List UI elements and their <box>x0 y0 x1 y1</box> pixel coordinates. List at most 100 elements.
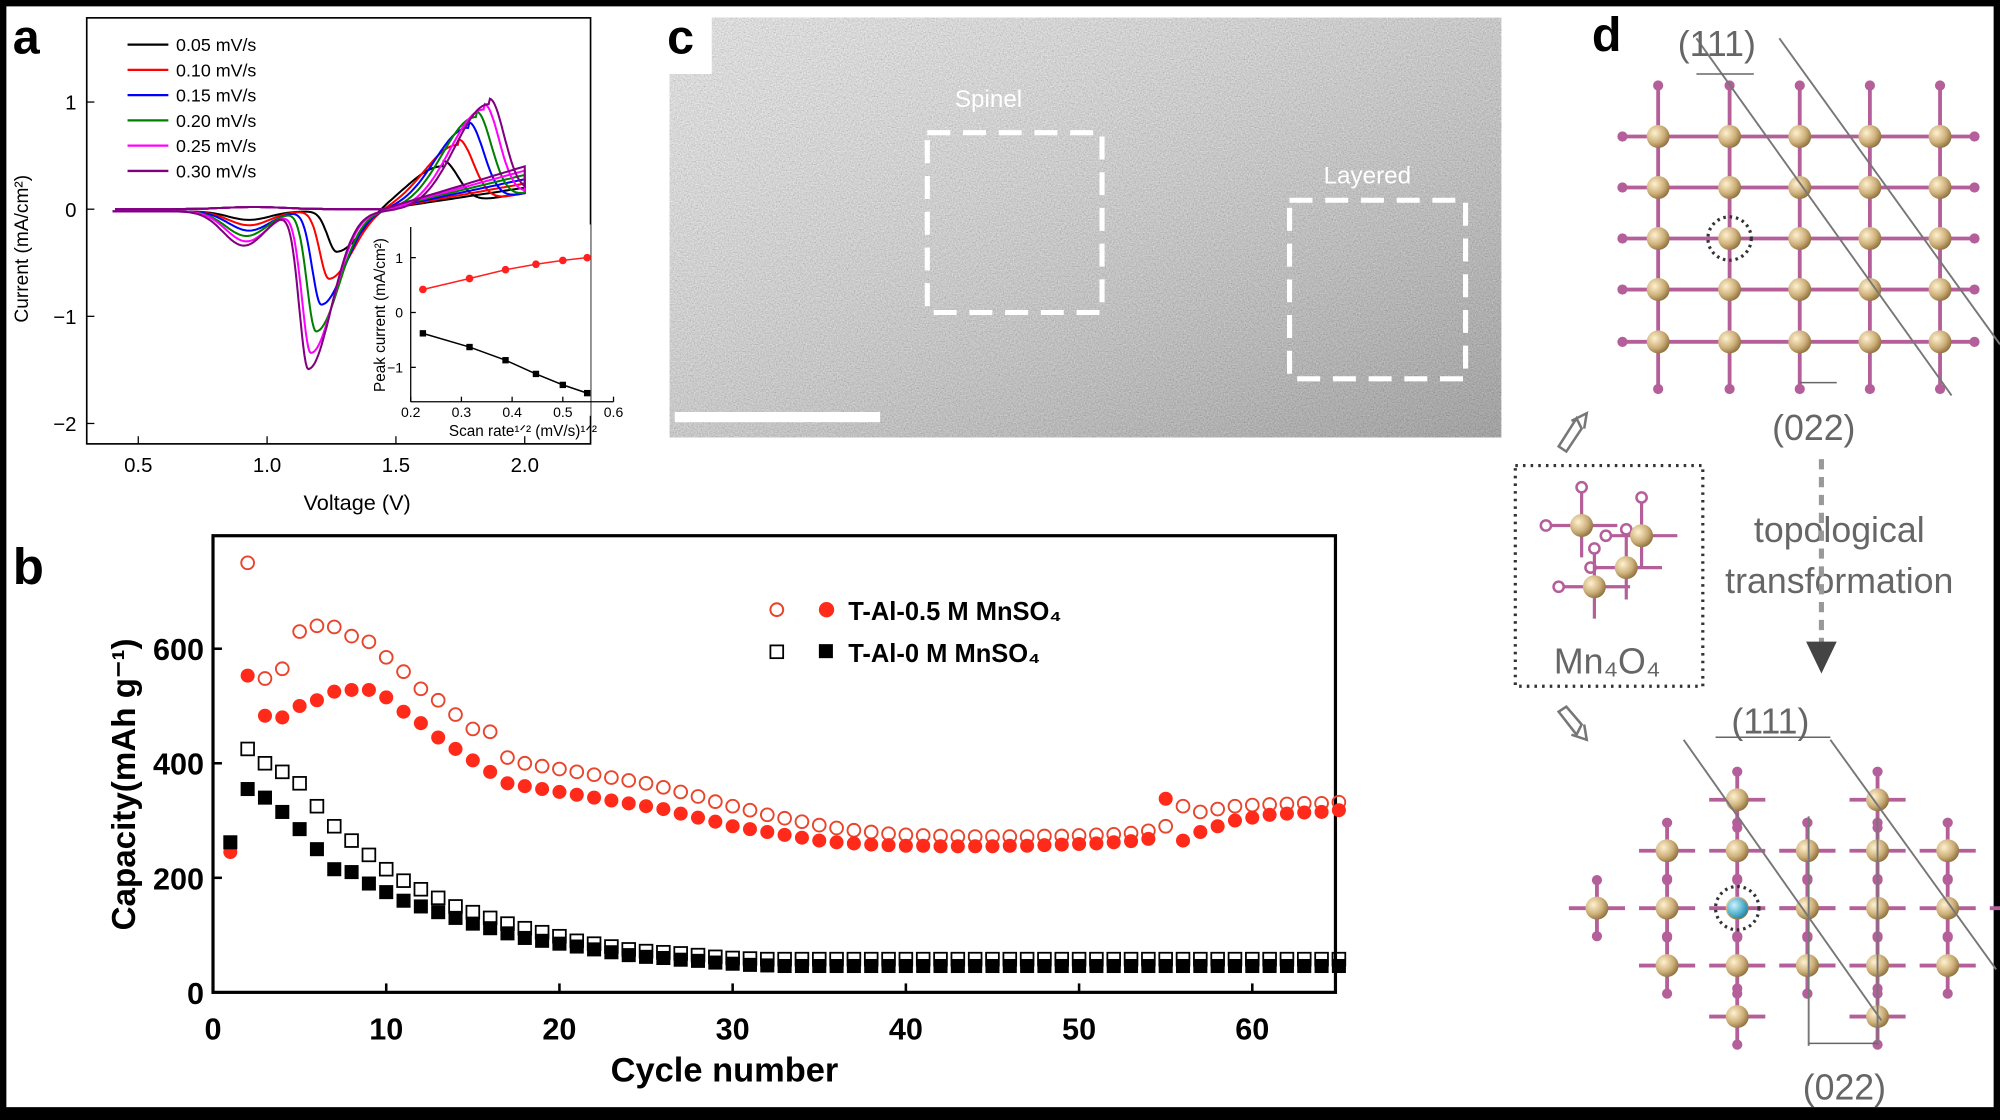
manganese-atom <box>1582 575 1606 599</box>
legend-marker-open-square <box>769 644 785 660</box>
data-point-open-circle <box>517 755 533 771</box>
x-tick-label: 1.5 <box>382 455 410 477</box>
manganese-atom <box>1928 330 1952 354</box>
data-point-filled-square <box>760 958 775 973</box>
oxygen-atom <box>1872 766 1883 777</box>
data-point-filled-square <box>950 958 965 974</box>
data-point-filled-square <box>1141 958 1156 974</box>
data-point-filled-circle <box>812 833 827 848</box>
manganese-atom <box>1858 176 1882 199</box>
data-point-filled-circle <box>517 779 532 794</box>
legend-label: 0.10 mV/s <box>176 60 256 80</box>
inset-fit-line <box>422 256 588 291</box>
oxygen-atom <box>1732 931 1743 942</box>
inset-point <box>559 381 567 389</box>
y-tick-label: 400 <box>153 748 204 782</box>
panel-label-d: d <box>1592 8 1622 62</box>
manganese-atom <box>1858 278 1882 302</box>
panel-b-legend: T-Al-0.5 M MnSO₄ T-Al-0 M MnSO₄ <box>769 598 1062 668</box>
inset-x-tick-label: 0.5 <box>553 404 573 420</box>
manganese-atom <box>1718 330 1742 354</box>
data-point-open-circle <box>413 681 429 697</box>
data-point-filled-circle <box>569 787 584 802</box>
data-point-filled-circle <box>587 790 602 805</box>
y-tick-label: 600 <box>153 633 204 667</box>
panel-label-c-background <box>664 12 712 74</box>
data-point-filled-square <box>483 921 498 936</box>
data-point-filled-square <box>292 822 307 837</box>
data-point-filled-circle <box>742 822 757 837</box>
oxygen-atom <box>1969 336 1980 347</box>
data-point-open-circle <box>309 618 325 634</box>
data-point-filled-square <box>656 950 671 965</box>
data-point-filled-square <box>552 936 567 951</box>
x-tick-label: 0.5 <box>124 455 152 477</box>
oxygen-atom <box>1794 383 1805 395</box>
legend-label-0.5M: T-Al-0.5 M MnSO₄ <box>848 598 1061 626</box>
data-point-filled-circle <box>240 668 255 683</box>
data-point-filled-square <box>673 952 688 967</box>
spinel-region-label: Spinel <box>955 86 1022 113</box>
data-point-filled-square <box>240 782 255 797</box>
inset-point <box>419 285 427 294</box>
spinel-region-box <box>924 130 1105 316</box>
data-point-filled-square <box>864 958 879 974</box>
data-point-filled-circle <box>327 684 342 699</box>
manganese-atom <box>1928 278 1952 302</box>
data-point-open-square <box>396 873 411 888</box>
manganese-atom <box>1788 124 1812 148</box>
data-point-filled-circle <box>725 819 740 834</box>
manganese-atom <box>1858 330 1882 354</box>
oxygen-atom <box>1617 284 1628 295</box>
data-point-filled-circle <box>1141 831 1156 846</box>
panel-a-y-axis-label: Current (mA/cm²) <box>12 175 33 323</box>
legend-label: 0.20 mV/s <box>176 111 256 131</box>
data-point-filled-circle <box>933 839 948 854</box>
data-point-filled-circle <box>1037 838 1052 853</box>
oxygen-atom <box>1802 988 1813 999</box>
inset-point <box>502 357 509 364</box>
oxygen-atom <box>1802 932 1813 943</box>
oxygen-atom <box>1802 817 1813 828</box>
data-point-filled-square <box>898 958 913 974</box>
data-point-open-circle <box>690 789 706 804</box>
manganese-atom <box>1646 278 1670 302</box>
data-point-filled-circle <box>794 830 809 845</box>
manganese-atom <box>1630 524 1654 548</box>
data-point-filled-square <box>587 942 602 957</box>
oxygen-atom <box>1942 874 1953 886</box>
manganese-atom <box>1585 896 1609 920</box>
inset-y-tick-label: 1 <box>395 250 403 266</box>
arrow-to-spinel-icon <box>1556 411 1589 454</box>
x-tick-label: 10 <box>369 1013 403 1047</box>
panel-a-cv-chart: a 0.5 1.0 1.5 2.0 1 0 −1 −2 0.05 mV/s 0.10 mV/s 0… <box>12 11 623 516</box>
manganese-atom <box>1646 330 1670 354</box>
oxygen-atom <box>1724 383 1735 395</box>
manganese-atom <box>1655 896 1679 920</box>
inset-y-tick-label: 0 <box>395 305 403 321</box>
oxygen-atom <box>1969 182 1980 193</box>
data-point-filled-square <box>448 910 463 925</box>
inset-point <box>532 260 540 269</box>
data-point-filled-circle <box>846 836 861 851</box>
data-point-filled-square <box>604 945 619 960</box>
data-point-filled-circle <box>448 741 463 756</box>
data-point-filled-circle <box>257 708 272 723</box>
data-point-filled-square <box>361 876 376 891</box>
data-point-filled-circle <box>1089 836 1104 851</box>
oxygen-atom <box>1732 766 1743 777</box>
data-point-filled-square <box>1227 958 1242 974</box>
oxygen-atom <box>1942 932 1953 943</box>
manganese-atom <box>1936 954 1960 978</box>
data-point-filled-square <box>1245 958 1260 974</box>
oxygen-atom <box>1942 817 1953 828</box>
oxygen-atom <box>1617 233 1628 244</box>
manganese-atom <box>1646 176 1670 199</box>
inset-point <box>419 330 427 337</box>
data-point-filled-square <box>933 958 948 974</box>
data-point-filled-circle <box>465 753 480 768</box>
data-point-open-circle <box>1192 804 1208 820</box>
data-point-filled-square <box>535 933 550 948</box>
x-tick-label: 40 <box>889 1013 923 1047</box>
